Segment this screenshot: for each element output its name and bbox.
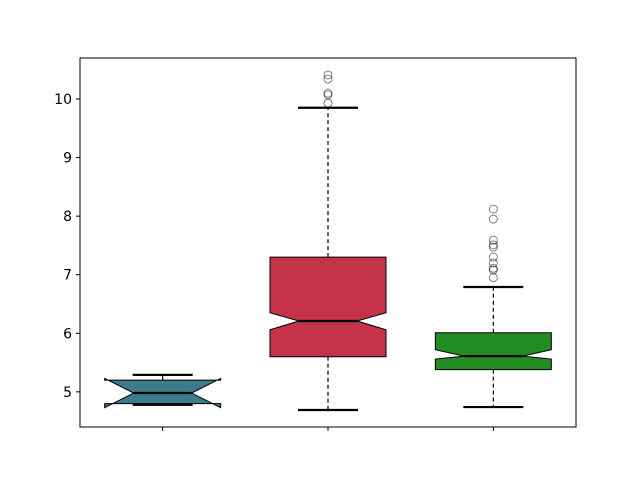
- outlier-point: [488, 214, 498, 224]
- outlier-point: [488, 252, 498, 262]
- y-tick-label: 9: [63, 151, 72, 167]
- y-tick-label: 6: [63, 326, 72, 342]
- outlier-point: [323, 70, 333, 80]
- outlier-point: [488, 235, 498, 245]
- y-tick-label: 8: [63, 209, 72, 225]
- outlier-point: [488, 240, 498, 250]
- outlier-point: [488, 273, 498, 283]
- box-body: [269, 256, 387, 358]
- y-tick-label: 5: [63, 385, 72, 401]
- y-tick-label: 7: [63, 268, 72, 284]
- box-3: [434, 204, 552, 409]
- box-1: [104, 373, 222, 409]
- outlier-point: [488, 258, 498, 268]
- y-tick-label: 10: [54, 92, 72, 108]
- outlier-point: [323, 98, 333, 108]
- outlier-point: [488, 204, 498, 214]
- outlier-point: [323, 74, 333, 84]
- box-2: [269, 70, 387, 412]
- outlier-point: [488, 242, 498, 252]
- box-body: [434, 332, 552, 371]
